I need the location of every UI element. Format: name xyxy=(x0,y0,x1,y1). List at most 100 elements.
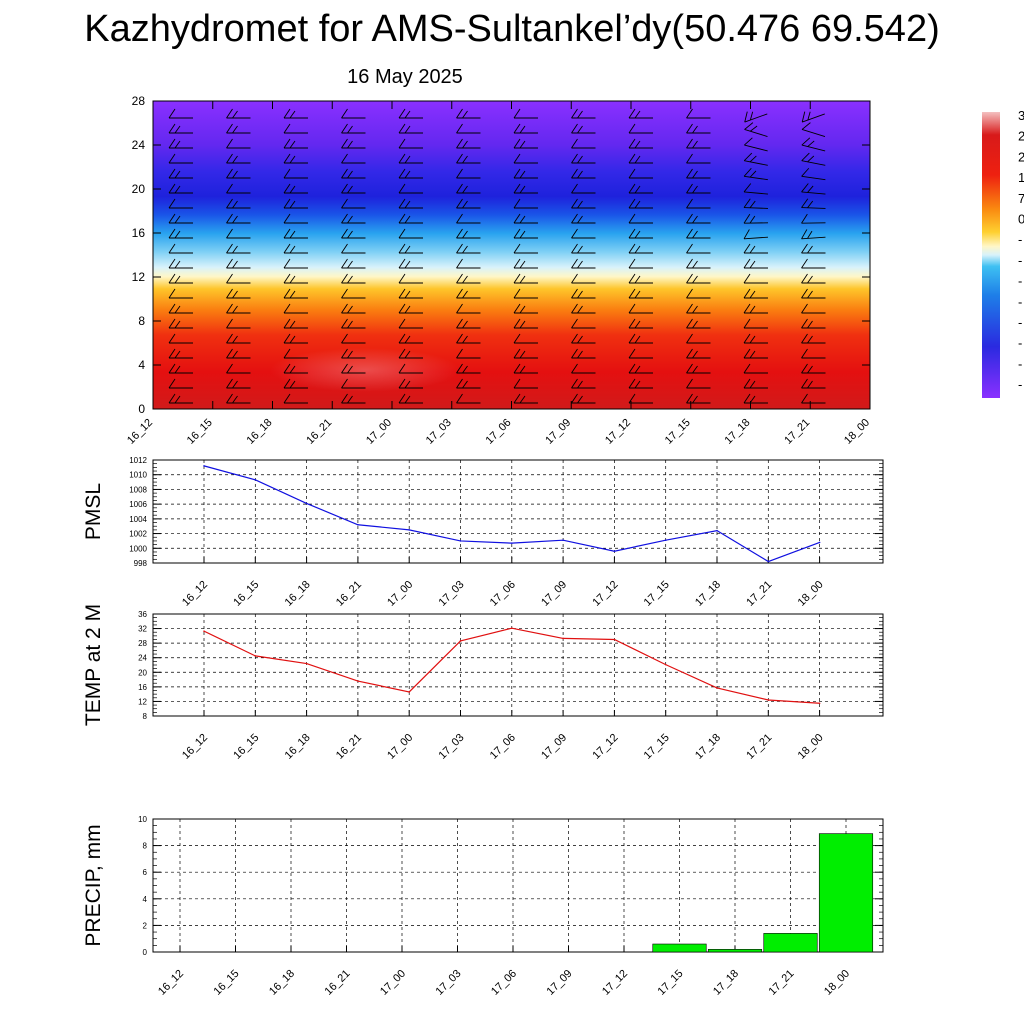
wind-barb-flag xyxy=(686,123,693,134)
wind-barb-flag xyxy=(571,363,578,374)
wind-barb-flag xyxy=(628,363,636,374)
wind-barb-flag xyxy=(801,229,808,240)
wind-barb xyxy=(456,213,481,224)
wind-barb-flag xyxy=(347,395,353,404)
wind-barb-flag xyxy=(404,245,411,254)
wind-barb-flag xyxy=(692,260,698,269)
wind-barb-flag xyxy=(347,230,353,239)
cross-section-field xyxy=(153,101,870,409)
wind-barb-flag xyxy=(807,185,814,193)
wind-barb xyxy=(571,108,596,119)
wind-barb xyxy=(398,363,423,374)
wind-barb xyxy=(686,288,711,299)
wind-barb-shaft xyxy=(801,160,826,166)
wind-barb-flag xyxy=(692,365,698,374)
wind-barb-flag xyxy=(232,380,238,389)
wind-barb-flag xyxy=(519,305,526,314)
wind-barb-flag xyxy=(174,140,181,149)
wind-barb xyxy=(168,333,193,344)
wind-barb-flag xyxy=(749,170,757,178)
wind-barb-flag xyxy=(571,138,578,149)
wind-barb-flag xyxy=(749,200,756,209)
wind-barb-flag xyxy=(743,273,751,284)
wind-barb-flag xyxy=(628,393,636,404)
wind-barb xyxy=(686,378,711,389)
wind-barb xyxy=(801,288,826,299)
wind-barb xyxy=(398,168,423,179)
wind-barb-flag xyxy=(692,320,698,329)
wind-barb-flag xyxy=(749,245,756,254)
wind-barb xyxy=(341,153,366,164)
wind-barb-flag xyxy=(743,183,752,193)
wind-barb xyxy=(398,273,423,284)
wind-barb-flag xyxy=(628,303,636,314)
wind-barb-flag xyxy=(513,363,521,374)
wind-barb-flag xyxy=(283,243,291,254)
ytick-label: 1008 xyxy=(129,485,147,494)
wind-barb-flag xyxy=(168,348,176,359)
wind-barb xyxy=(398,123,423,134)
wind-barb xyxy=(686,348,711,359)
wind-barb-shaft xyxy=(744,160,768,166)
wind-barb xyxy=(686,318,711,329)
wind-barb xyxy=(226,198,251,209)
wind-barb xyxy=(341,288,366,299)
wind-barb-flag xyxy=(519,125,526,134)
precip-chart: 0 2 4 6 8 10 16_12 16_15 16_18 16_21 17_00 17_03 17_… xyxy=(82,815,884,998)
xtick-label: 17_12 xyxy=(590,579,620,609)
wind-barb-flag xyxy=(571,168,578,179)
wind-barb xyxy=(226,318,251,329)
wind-barb xyxy=(226,228,251,239)
wind-barb-flag xyxy=(174,260,181,269)
wind-barb xyxy=(398,153,423,164)
xtick-label: 16_18 xyxy=(267,968,297,998)
xtick-label: 18_00 xyxy=(796,579,826,609)
xtick-label: 18_00 xyxy=(796,732,826,762)
data-point xyxy=(562,539,564,541)
wind-barb xyxy=(341,393,366,404)
wind-barb-flag xyxy=(174,185,181,194)
wind-barb xyxy=(226,363,251,374)
wind-barb-flag xyxy=(577,380,583,389)
wind-barb-flag xyxy=(289,140,296,149)
ytick-label: 998 xyxy=(134,559,148,568)
wind-barb-flag xyxy=(807,320,813,329)
wind-barb xyxy=(628,123,653,134)
data-point xyxy=(716,529,718,532)
wind-barb xyxy=(341,243,366,254)
wind-barb xyxy=(456,258,481,269)
wind-barb xyxy=(456,153,481,164)
xtick-label: 16_21 xyxy=(334,579,364,609)
xtick-label: 17_06 xyxy=(489,968,519,998)
wind-barb xyxy=(628,243,653,254)
xtick-label: 17_06 xyxy=(488,732,518,762)
wind-barb-flag xyxy=(347,260,353,269)
wind-barb-flag xyxy=(743,393,751,404)
wind-barb-flag xyxy=(749,125,758,132)
wind-barb-flag xyxy=(571,288,578,299)
wind-barb-flag xyxy=(226,123,233,134)
wind-barb-flag xyxy=(801,198,809,208)
wind-barb xyxy=(801,258,826,269)
wind-barb-flag xyxy=(577,110,583,119)
wind-barb-flag xyxy=(174,275,181,284)
wind-barb-flag xyxy=(341,393,348,404)
wind-barb-flag xyxy=(283,258,291,269)
wind-barb-flag xyxy=(232,155,238,164)
wind-barb-flag xyxy=(168,108,176,119)
wind-barb-flag xyxy=(807,200,814,209)
wind-barb-flag xyxy=(686,378,693,389)
wind-barb-flag xyxy=(571,108,578,119)
wind-barb-flag xyxy=(341,303,348,314)
colorbar-label: - xyxy=(1018,336,1022,351)
pmsl-chart: 998 1000 1002 1004 1006 1008 1010 1012 16_12 16_1… xyxy=(82,456,884,609)
wind-barb-flag xyxy=(807,275,813,284)
wind-barb-flag xyxy=(456,288,463,299)
wind-barb xyxy=(513,123,538,134)
wind-barb-flag xyxy=(347,305,353,314)
wind-barb xyxy=(168,228,193,239)
wind-barb xyxy=(686,183,711,194)
wind-barb-flag xyxy=(634,290,641,299)
wind-barb-flag xyxy=(692,350,698,359)
xtick-label: 17_12 xyxy=(590,732,620,762)
